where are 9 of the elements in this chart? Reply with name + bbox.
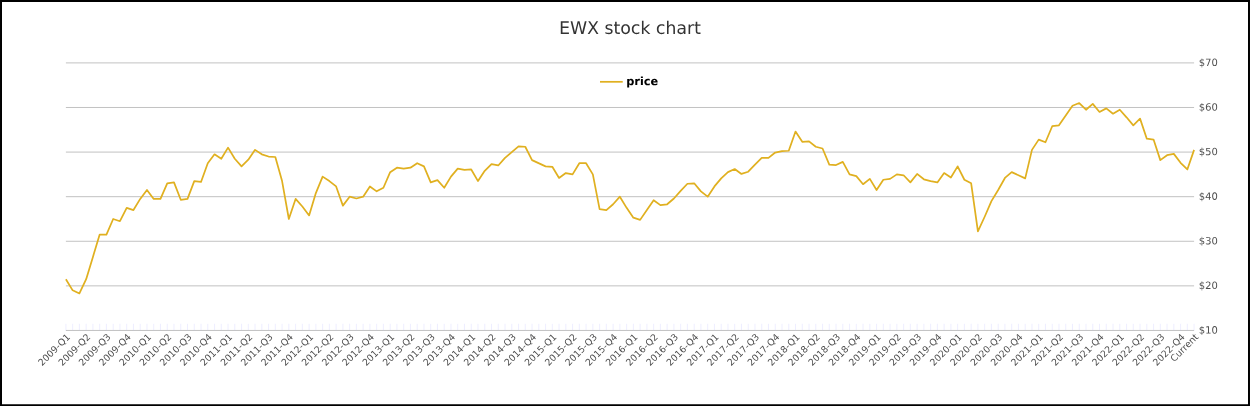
y-tick-label: $20 bbox=[1199, 281, 1218, 291]
y-tick-label: $60 bbox=[1199, 102, 1218, 112]
y-tick-label: $40 bbox=[1199, 191, 1218, 202]
y-tick-label: $10 bbox=[1199, 325, 1218, 335]
y-tick-label: $50 bbox=[1199, 147, 1218, 157]
chart-title: EWX stock chart bbox=[560, 20, 701, 34]
y-tick-label: $70 bbox=[1199, 58, 1218, 68]
legend-label: price bbox=[627, 76, 658, 88]
y-tick-label: $30 bbox=[1199, 236, 1218, 246]
